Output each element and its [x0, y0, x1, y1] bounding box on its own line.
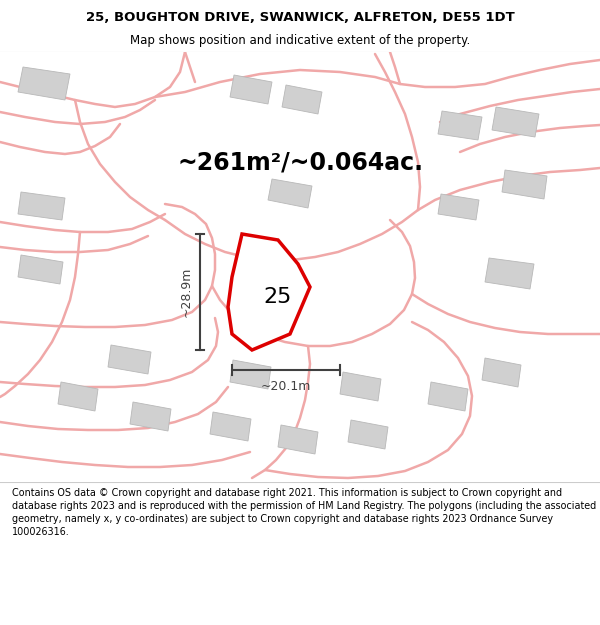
Polygon shape: [210, 412, 251, 441]
Polygon shape: [438, 111, 482, 140]
Polygon shape: [282, 85, 322, 114]
Text: Contains OS data © Crown copyright and database right 2021. This information is : Contains OS data © Crown copyright and d…: [12, 488, 596, 538]
Polygon shape: [18, 255, 63, 284]
Polygon shape: [438, 194, 479, 220]
Text: 25: 25: [264, 287, 292, 307]
Polygon shape: [492, 107, 539, 137]
Text: 25, BOUGHTON DRIVE, SWANWICK, ALFRETON, DE55 1DT: 25, BOUGHTON DRIVE, SWANWICK, ALFRETON, …: [86, 11, 514, 24]
Polygon shape: [502, 170, 547, 199]
Polygon shape: [18, 67, 70, 100]
Text: Map shows position and indicative extent of the property.: Map shows position and indicative extent…: [130, 34, 470, 47]
Polygon shape: [268, 179, 312, 208]
Polygon shape: [485, 258, 534, 289]
Polygon shape: [130, 402, 171, 431]
Text: ~261m²/~0.064ac.: ~261m²/~0.064ac.: [177, 150, 423, 174]
Polygon shape: [348, 420, 388, 449]
Polygon shape: [108, 345, 151, 374]
Polygon shape: [340, 372, 381, 401]
Polygon shape: [230, 75, 272, 104]
Polygon shape: [428, 382, 468, 411]
Polygon shape: [482, 358, 521, 387]
Polygon shape: [58, 382, 98, 411]
Polygon shape: [230, 360, 271, 389]
Text: ~20.1m: ~20.1m: [261, 379, 311, 392]
Polygon shape: [278, 425, 318, 454]
Text: ~28.9m: ~28.9m: [179, 267, 193, 317]
Polygon shape: [18, 192, 65, 220]
Polygon shape: [228, 234, 310, 350]
